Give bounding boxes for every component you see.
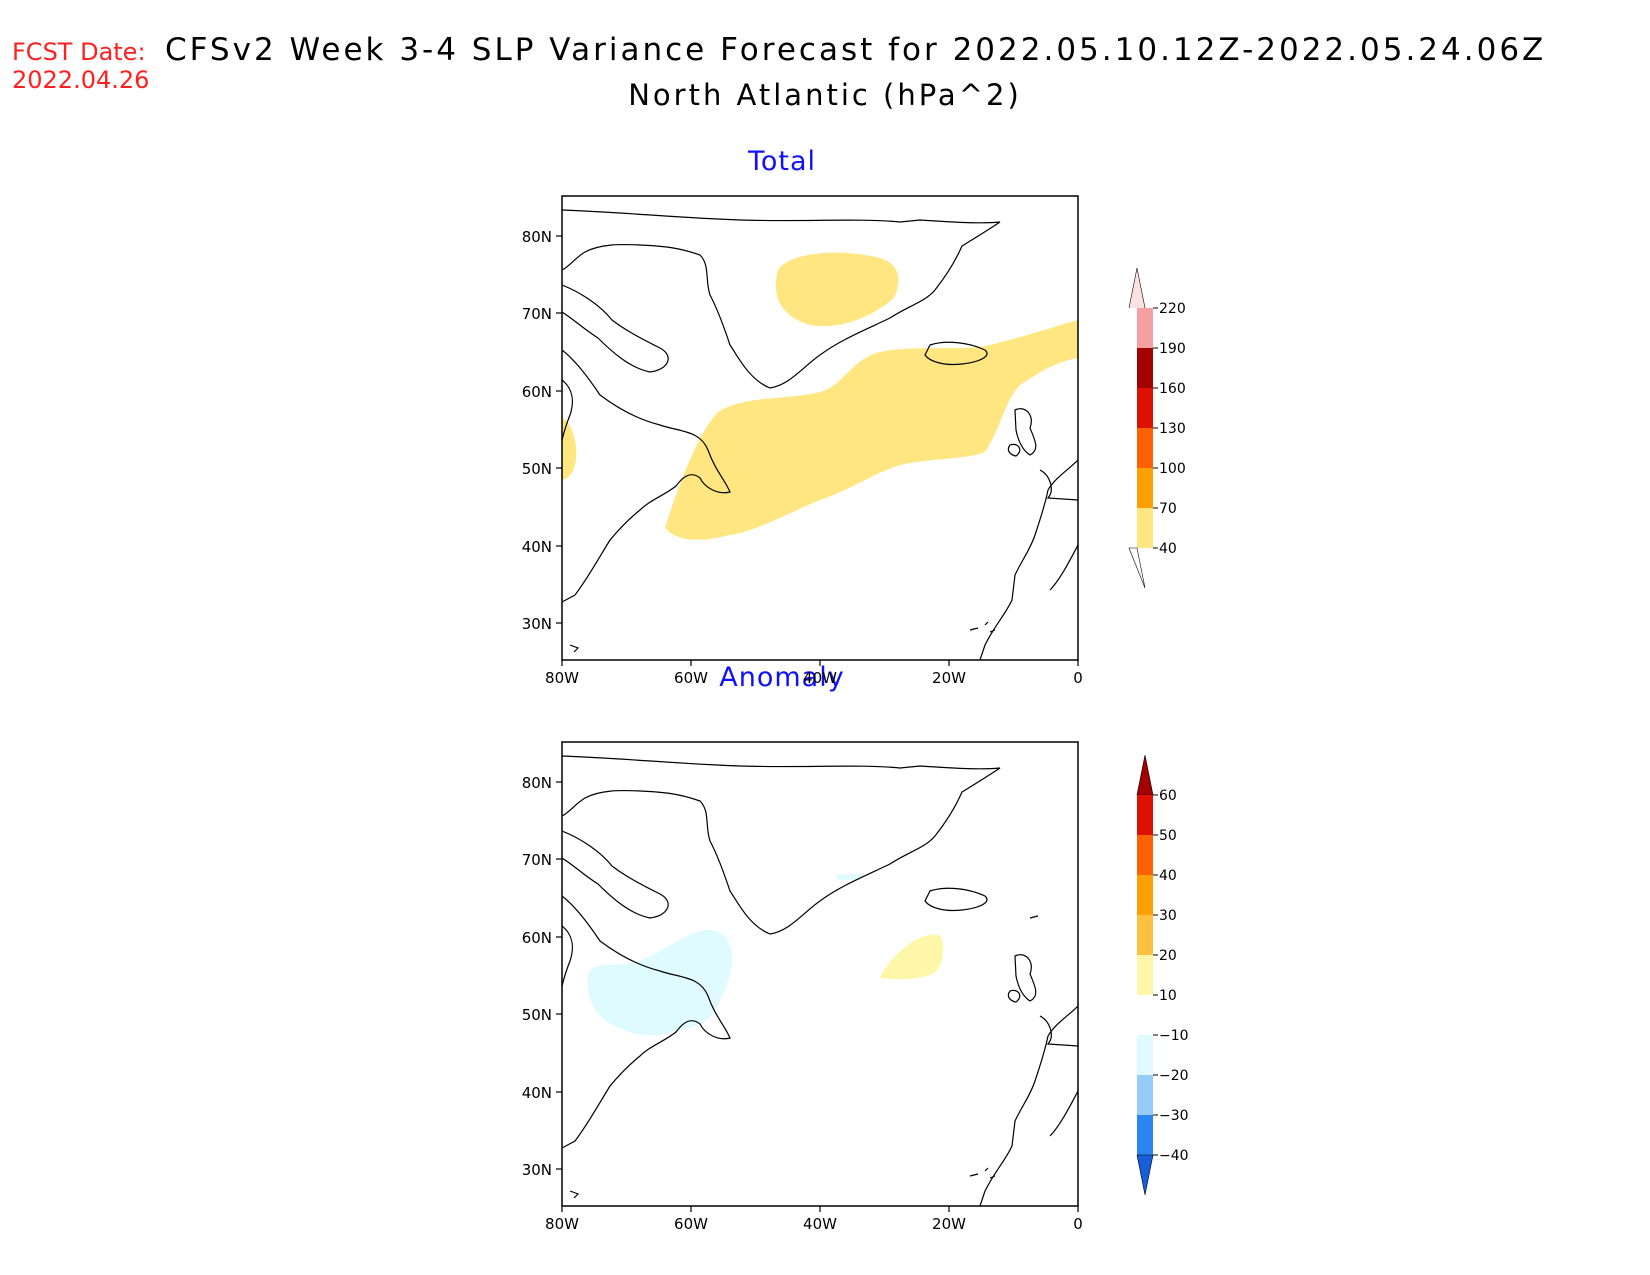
colorbar-anomaly-label: 30 bbox=[1159, 908, 1177, 924]
lon-label: 40W bbox=[803, 669, 837, 687]
lon-label: 60W bbox=[674, 669, 708, 687]
colorbar-total-swatch bbox=[1137, 308, 1153, 348]
lat-label: 80N bbox=[522, 228, 552, 246]
colorbar-anomaly-swatch bbox=[1137, 915, 1153, 955]
lat-label: 60N bbox=[522, 383, 552, 401]
lat-labels-total: 80N 70N 60N 50N 40N 30N bbox=[522, 228, 552, 633]
lat-label: 70N bbox=[522, 851, 552, 869]
colorbar-total-swatch bbox=[1137, 428, 1153, 468]
page-title: CFSv2 Week 3-4 SLP Variance Forecast for… bbox=[165, 32, 1547, 68]
lon-label: 0 bbox=[1073, 669, 1083, 687]
colorbar-anomaly-label: −30 bbox=[1159, 1108, 1189, 1124]
colorbar-total-swatch bbox=[1137, 388, 1153, 428]
coastlines-total bbox=[562, 209, 1078, 660]
colorbar-total-label: 190 bbox=[1159, 341, 1186, 357]
anomaly-region-labrador bbox=[587, 929, 733, 1036]
colorbar-anomaly-label: −10 bbox=[1159, 1028, 1189, 1044]
colorbar-total-swatch bbox=[1137, 468, 1153, 508]
colorbar-anomaly-label: 40 bbox=[1159, 868, 1177, 884]
colorbar-total: 220 190 160 130 100 70 40 bbox=[1128, 267, 1186, 589]
colorbar-total-bottom-triangle bbox=[1128, 547, 1146, 589]
anomaly-region-greenland-east bbox=[835, 873, 862, 880]
axis-ticks-total bbox=[556, 235, 1079, 666]
lon-labels-total: 80W 60W 40W 20W 0 bbox=[545, 669, 1083, 687]
colorbar-total-swatch bbox=[1137, 508, 1153, 548]
colorbar-anomaly: 60 50 40 30 20 10 −10 −20 −30 −40 bbox=[1136, 754, 1189, 1196]
colorbar-anomaly-ticks bbox=[1153, 794, 1158, 1156]
colorbar-anomaly-swatch bbox=[1137, 1075, 1153, 1115]
lat-label: 40N bbox=[522, 1084, 552, 1102]
colorbar-anomaly-swatch bbox=[1137, 955, 1153, 995]
lat-label: 50N bbox=[522, 1006, 552, 1024]
anomaly-region-mid-atlantic bbox=[880, 934, 944, 980]
forecast-date-label: FCST Date: bbox=[12, 38, 146, 66]
lon-labels-anomaly: 80W 60W 40W 20W 0 bbox=[545, 1215, 1083, 1233]
panel-title-anomaly: Anomaly bbox=[719, 662, 845, 693]
lat-label: 50N bbox=[522, 460, 552, 478]
colorbar-anomaly-swatch bbox=[1137, 795, 1153, 835]
lat-label: 30N bbox=[522, 1161, 552, 1179]
colorbar-anomaly-swatch bbox=[1137, 1035, 1153, 1075]
forecast-date-value: 2022.04.26 bbox=[12, 66, 150, 94]
lat-label: 60N bbox=[522, 929, 552, 947]
colorbar-anomaly-label: −40 bbox=[1159, 1148, 1189, 1164]
lon-label: 0 bbox=[1073, 1215, 1083, 1233]
map-panel-anomaly: 80N 70N 60N 50N 40N 30N 80W 60W 40W 20W … bbox=[522, 741, 1083, 1233]
colorbar-anomaly-label: 20 bbox=[1159, 948, 1177, 964]
colorbar-total-label: 220 bbox=[1159, 301, 1186, 317]
colorbar-anomaly-label: 60 bbox=[1159, 788, 1177, 804]
lon-label: 60W bbox=[674, 1215, 708, 1233]
colorbar-total-top-triangle bbox=[1129, 268, 1145, 308]
lon-label: 40W bbox=[803, 1215, 837, 1233]
lon-label: 80W bbox=[545, 669, 579, 687]
colorbar-total-swatch bbox=[1137, 348, 1153, 388]
colorbar-anomaly-swatch bbox=[1137, 875, 1153, 915]
colorbar-anomaly-swatch bbox=[1137, 1115, 1153, 1155]
page-subtitle: North Atlantic (hPa^2) bbox=[628, 78, 1022, 112]
colorbar-total-label: 70 bbox=[1159, 501, 1177, 517]
lat-labels-anomaly: 80N 70N 60N 50N 40N 30N bbox=[522, 774, 552, 1179]
axis-ticks-anomaly bbox=[556, 781, 1079, 1212]
map-panel-total: 80N 70N 60N 50N 40N 30N 80W 60W 40W 20W … bbox=[522, 195, 1083, 687]
shading-total bbox=[562, 209, 1078, 660]
colorbar-anomaly-swatch bbox=[1137, 835, 1153, 875]
panel-title-total: Total bbox=[747, 146, 817, 177]
colorbar-total-label: 40 bbox=[1159, 541, 1177, 557]
colorbar-total-top-outline bbox=[1128, 267, 1146, 309]
colorbar-total-label: 100 bbox=[1159, 461, 1186, 477]
lat-label: 70N bbox=[522, 305, 552, 323]
colorbar-anomaly-swatch bbox=[1137, 995, 1153, 1035]
colorbar-anomaly-label: 10 bbox=[1159, 988, 1177, 1004]
forecast-date-block: FCST Date: 2022.04.26 bbox=[12, 38, 149, 94]
colorbar-anomaly-label: 50 bbox=[1159, 828, 1177, 844]
lat-label: 80N bbox=[522, 774, 552, 792]
variance-region-west-edge bbox=[562, 418, 577, 480]
colorbar-anomaly-bottom-triangle bbox=[1136, 1154, 1154, 1196]
coastlines-anomaly bbox=[562, 755, 1078, 1206]
lat-label: 30N bbox=[522, 615, 552, 633]
lon-label: 20W bbox=[932, 669, 966, 687]
colorbar-anomaly-top-triangle bbox=[1136, 754, 1154, 796]
colorbar-total-ticks bbox=[1153, 307, 1158, 549]
lon-label: 20W bbox=[932, 1215, 966, 1233]
colorbar-total-label: 160 bbox=[1159, 381, 1186, 397]
shading-anomaly bbox=[562, 755, 1078, 1206]
lon-label: 80W bbox=[545, 1215, 579, 1233]
colorbar-anomaly-label: −20 bbox=[1159, 1068, 1189, 1084]
variance-region-north-atlantic bbox=[665, 320, 1078, 540]
colorbar-total-label: 130 bbox=[1159, 421, 1186, 437]
variance-region-iceland-gyre bbox=[775, 252, 899, 327]
lat-label: 40N bbox=[522, 538, 552, 556]
